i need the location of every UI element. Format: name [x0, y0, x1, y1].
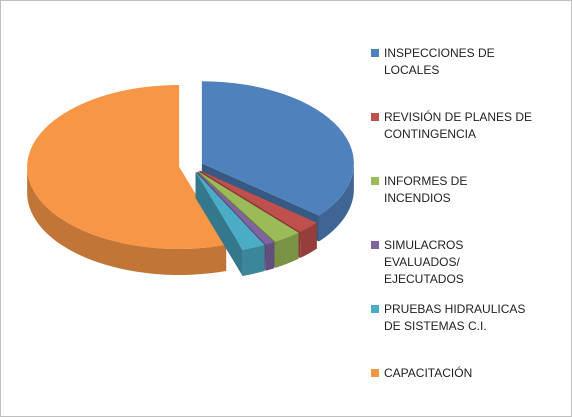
slice — [196, 171, 275, 245]
slice — [195, 171, 265, 250]
slice-side — [275, 232, 299, 268]
legend-item: SIMULACROS EVALUADOS/ EJECUTADOS — [371, 237, 541, 288]
legend-swatch — [371, 49, 379, 57]
legend-label: SIMULACROS EVALUADOS/ EJECUTADOS — [384, 238, 464, 286]
pie-area — [27, 81, 354, 276]
legend-swatch — [371, 241, 379, 249]
slice — [27, 85, 227, 250]
legend-swatch — [371, 177, 379, 185]
legend-swatch — [371, 305, 379, 313]
legend-item: CAPACITACIÓN — [371, 365, 541, 382]
legend-label: INSPECCIONES DE LOCALES — [384, 46, 495, 77]
slice — [199, 170, 317, 233]
legend-item: REVISIÓN DE PLANES DE CONTINGENCIA — [371, 109, 541, 143]
slice — [201, 81, 354, 216]
legend-swatch — [371, 113, 379, 121]
legend-label: INFORMES DE INCENDIOS — [384, 174, 468, 205]
legend-label: REVISIÓN DE PLANES DE CONTINGENCIA — [384, 110, 533, 141]
slice — [198, 171, 299, 242]
legend-swatch — [371, 369, 379, 377]
legend-label: CAPACITACIÓN — [384, 366, 473, 380]
legend-label: PRUEBAS HIDRAULICAS DE SISTEMAS C.I. — [384, 302, 526, 333]
slice-side — [318, 163, 354, 242]
legend-item: PRUEBAS HIDRAULICAS DE SISTEMAS C.I. — [371, 301, 541, 335]
legend-item: INFORMES DE INCENDIOS — [371, 173, 541, 207]
legend-item: INSPECCIONES DE LOCALES — [371, 45, 541, 79]
slice-side — [300, 222, 317, 259]
slice-side — [27, 167, 227, 276]
slice-side — [265, 242, 275, 271]
slice-wall — [195, 171, 243, 276]
slice-side — [242, 245, 265, 276]
